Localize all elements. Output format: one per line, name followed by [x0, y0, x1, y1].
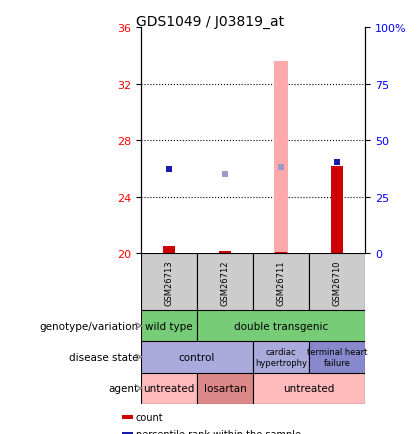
Text: losartan: losartan [204, 384, 247, 393]
Bar [309, 254, 365, 310]
Text: disease state: disease state [69, 352, 139, 362]
Bar [163, 246, 175, 254]
Text: GSM26711: GSM26711 [277, 260, 286, 305]
Bar [141, 342, 253, 373]
Bar [253, 342, 309, 373]
Bar [331, 166, 344, 254]
Text: GDS1049 / J03819_at: GDS1049 / J03819_at [136, 15, 284, 29]
Text: cardiac
hypertrophy: cardiac hypertrophy [255, 348, 307, 367]
Text: GSM26710: GSM26710 [333, 260, 342, 305]
Bar [253, 254, 309, 310]
Bar [253, 373, 365, 404]
Text: wild type: wild type [145, 321, 193, 331]
Text: GSM26712: GSM26712 [220, 260, 229, 305]
Bar [141, 254, 197, 310]
Bar [197, 373, 253, 404]
Text: untreated: untreated [143, 384, 194, 393]
Text: count: count [136, 412, 163, 422]
Bar [274, 62, 288, 254]
Text: genotype/variation: genotype/variation [39, 321, 139, 331]
Bar [219, 252, 231, 254]
Text: double transgenic: double transgenic [234, 321, 328, 331]
Text: terminal heart
failure: terminal heart failure [307, 348, 368, 367]
Bar [309, 342, 365, 373]
Bar [197, 310, 365, 342]
Text: percentile rank within the sample: percentile rank within the sample [136, 430, 301, 434]
Bar [197, 254, 253, 310]
Text: agent: agent [108, 384, 139, 393]
Text: untreated: untreated [284, 384, 335, 393]
Bar [122, 415, 133, 419]
Text: GSM26713: GSM26713 [164, 260, 173, 305]
Bar [141, 373, 197, 404]
Bar [122, 432, 133, 434]
Text: control: control [178, 352, 215, 362]
Bar [141, 310, 197, 342]
Bar [275, 253, 287, 254]
